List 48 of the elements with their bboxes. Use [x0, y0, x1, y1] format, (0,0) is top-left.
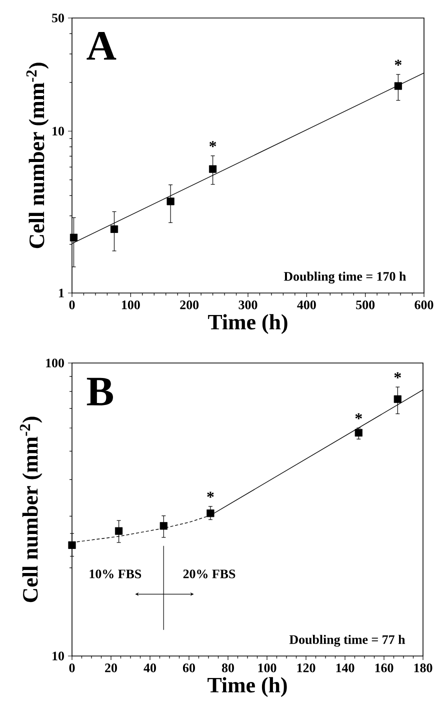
annotation: Doubling time = 77 h	[289, 634, 406, 647]
annotation: *	[355, 413, 362, 420]
point	[70, 234, 78, 242]
x-tick-label: 0	[69, 300, 75, 310]
x-tick-label: 20	[105, 664, 117, 672]
annotation: *	[394, 372, 401, 378]
annotation: 20% FBS	[183, 570, 236, 578]
x-tick-label: 100	[258, 664, 276, 672]
annotation: *	[209, 141, 216, 148]
x-tick-label: 60	[182, 664, 195, 672]
x-tick-label: 100	[122, 300, 140, 310]
y-tick-label: 50	[52, 14, 64, 22]
point	[115, 527, 123, 535]
x-tick-label: 140	[336, 664, 354, 672]
point	[209, 165, 217, 173]
x-tick-label: 40	[144, 664, 156, 672]
y-tick-label: 1	[59, 288, 64, 298]
point	[206, 509, 214, 518]
x-axis-title: Time (h)	[208, 314, 288, 334]
x-tick-label: 400	[297, 300, 316, 310]
x-tick-label: 120	[297, 664, 316, 672]
x-tick-label: 200	[180, 300, 199, 310]
point	[166, 198, 174, 206]
chart-title: B	[86, 378, 113, 406]
x-tick-label: 500	[356, 300, 375, 310]
y-tick-label: 100	[46, 358, 64, 368]
point	[160, 522, 168, 530]
x-tick-label: 80	[222, 664, 234, 672]
point	[394, 82, 402, 90]
y-axis-title: Cell number (mm$^{-2}$)	[20, 416, 42, 602]
y-tick-label: 10	[52, 126, 64, 136]
point	[110, 225, 118, 233]
x-tick-label: 300	[238, 300, 258, 310]
point	[354, 428, 362, 437]
annotation: 10% FBS	[90, 570, 142, 578]
chart-title: A	[86, 32, 116, 60]
annotation: *	[207, 492, 214, 498]
x-axis-title: Time (h)	[208, 677, 287, 697]
annotation: *	[394, 60, 402, 66]
point	[68, 541, 76, 549]
y-tick-label: 10	[52, 652, 64, 660]
annotation: Doubling time = 170 h	[284, 272, 406, 284]
y-axis-title: Cell number (mm$^{-2}$)	[26, 62, 49, 248]
x-tick-label: 180	[414, 664, 432, 672]
x-tick-label: 600	[414, 300, 434, 310]
point	[394, 395, 402, 403]
x-tick-label: 0	[69, 664, 75, 672]
x-tick-label: 160	[375, 664, 394, 672]
